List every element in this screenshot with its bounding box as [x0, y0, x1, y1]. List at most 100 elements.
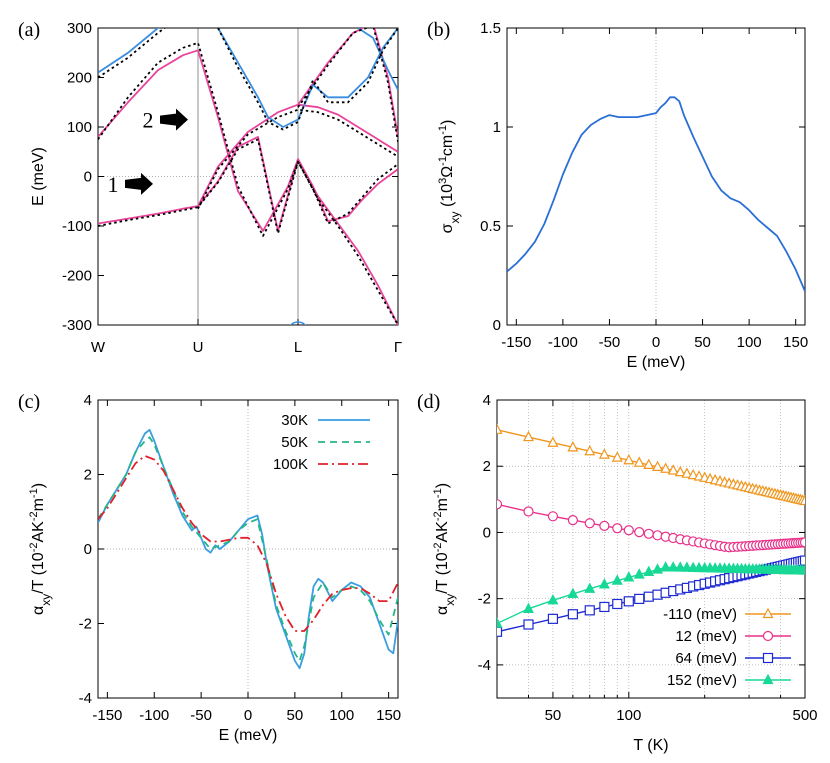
series-line-dft-6	[297, 28, 398, 142]
x-tick-label: 50	[287, 707, 304, 724]
series-line-pink-band-2	[98, 49, 398, 325]
panel-a: -300 -200 -100 0 100 200 300 W U L Γ 1 2	[62, 20, 402, 356]
series-marker	[612, 523, 623, 534]
series-marker	[547, 594, 559, 605]
y-axis-label-d-rest: /T (10	[434, 552, 451, 594]
series-marker	[660, 561, 672, 572]
legend-label: 30K	[281, 412, 308, 429]
series-line-pink-band-1	[98, 135, 398, 232]
y-axis-label-d-sub: xy	[443, 594, 457, 606]
series-marker	[567, 441, 579, 452]
series-marker	[652, 563, 664, 574]
y-axis-label-d-close: )	[434, 483, 451, 488]
panel-d: -4 -2 0 2 4 50 100 500 -110 (meV) 12 (meV) 64 (meV…	[478, 392, 818, 724]
series-marker	[599, 520, 610, 532]
y-axis-label-c-text: αxy/T (10-2AK-2m-1)	[28, 483, 53, 615]
x-tick-label: -50	[190, 707, 212, 724]
series-marker	[547, 436, 559, 447]
x-tick-label: 150	[376, 707, 401, 724]
legend-label: 12 (meV)	[675, 628, 737, 645]
y-axis-label-b-sup2: -1	[437, 156, 449, 166]
series-marker	[623, 571, 635, 582]
series-marker	[522, 602, 534, 613]
plot-area	[98, 428, 398, 670]
series-line-pink-band-3	[197, 103, 398, 207]
y-tick-label: -300	[62, 317, 92, 334]
y-tick-label: -100	[62, 218, 92, 235]
series-marker	[497, 626, 503, 637]
x-axis-label: T (K)	[633, 737, 668, 754]
series-marker	[522, 430, 534, 442]
y-axis-label: E (meV)	[30, 147, 47, 206]
series-marker	[643, 458, 655, 469]
series-marker	[681, 561, 693, 572]
series-marker	[497, 423, 503, 434]
panel-label: (c)	[18, 391, 40, 413]
series-marker	[497, 499, 503, 510]
series-marker	[623, 453, 635, 465]
panel-label: (d)	[417, 391, 440, 413]
x-tick-label: 50	[694, 334, 711, 351]
y-tick-label: 4	[84, 392, 92, 409]
y-tick-label: -200	[62, 268, 92, 285]
series-marker	[547, 613, 559, 624]
series-marker	[667, 561, 679, 572]
y-tick-label: 2	[483, 458, 491, 475]
series-marker	[584, 444, 596, 456]
y-tick-label: -4	[79, 690, 92, 707]
legend-label: -110 (meV)	[663, 606, 737, 623]
y-axis-label-b-close: )	[439, 120, 456, 125]
y-axis-label-text: E (meV)	[30, 147, 47, 206]
series-marker	[652, 530, 663, 541]
series-marker	[584, 518, 595, 529]
y-axis-label-d-mid: AK	[434, 521, 451, 543]
plot-area	[98, 28, 398, 325]
x-tick-label: Γ	[394, 339, 402, 356]
y-tick-label: 0	[84, 169, 92, 186]
x-tick-label: U	[193, 339, 204, 356]
x-tick-label: -150	[92, 707, 122, 724]
annotation-arrow	[160, 108, 188, 131]
x-tick-label: -50	[599, 334, 621, 351]
y-axis-label-c-rest: /T (10	[30, 552, 47, 594]
series-marker	[633, 456, 645, 467]
series-line-blue-band-1	[98, 28, 160, 74]
y-axis-label-d-sup1: -2	[432, 543, 444, 553]
series-line-dft-3	[197, 108, 398, 210]
x-tick-label: 0	[652, 334, 660, 351]
y-tick-label: 2	[84, 467, 92, 484]
x-axis-label: E (meV)	[627, 354, 686, 371]
y-tick-label: 0	[483, 524, 491, 541]
y-axis-label-b-cm: cm	[439, 135, 456, 156]
series-marker	[634, 527, 645, 538]
legend-label: 152 (meV)	[667, 672, 737, 689]
series-marker	[667, 464, 679, 475]
x-tick-label: 150	[783, 334, 808, 351]
y-tick-label: -2	[79, 616, 92, 633]
series-marker	[623, 525, 634, 536]
x-tick-label: -100	[548, 334, 578, 351]
series-marker	[643, 591, 654, 602]
x-tick-label: 100	[737, 334, 762, 351]
plot-area	[507, 96, 805, 292]
series-marker	[687, 468, 699, 480]
x-tick-label: 500	[792, 707, 817, 724]
panel-label: (b)	[427, 19, 450, 41]
y-axis-label-c-close: )	[30, 483, 47, 488]
x-tick-label: W	[91, 339, 106, 356]
series-marker	[674, 561, 686, 572]
x-tick-label: 0	[244, 707, 252, 724]
x-tick-label: 50	[545, 707, 562, 724]
y-axis-label-d-text: αxy/T (10-2AK-2m-1)	[432, 483, 457, 615]
legend-label: 100K	[273, 456, 308, 473]
series-line-dft-4	[98, 28, 167, 79]
legend-marker	[762, 607, 774, 619]
y-axis-label-c-sup2: -2	[28, 511, 40, 521]
y-axis-label-d-sup2: -2	[432, 511, 444, 521]
series-marker	[523, 619, 534, 630]
plot-area	[497, 423, 805, 637]
series-marker	[799, 494, 805, 506]
legend-marker	[762, 630, 774, 642]
series-line-100K	[98, 454, 398, 632]
y-axis-label-b: σxy (103Ω-1cm-1)	[437, 120, 462, 234]
